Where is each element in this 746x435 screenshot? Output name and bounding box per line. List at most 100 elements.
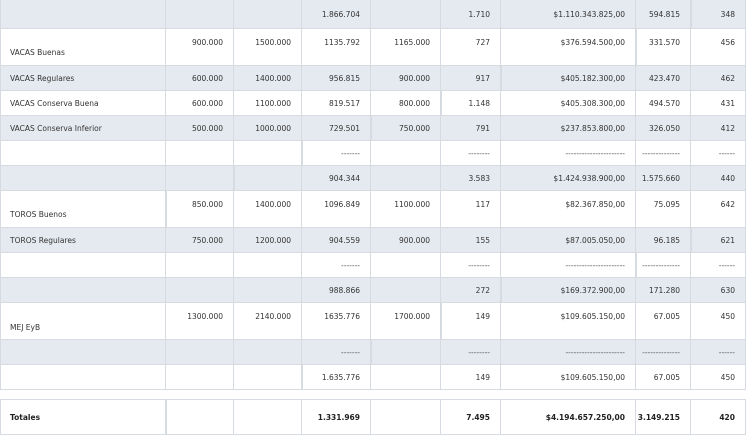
avg-weight-cell: 1135.792	[302, 29, 371, 66]
total-kg-cell: 326.050	[636, 116, 691, 141]
total-kg-cell: 96.185	[636, 228, 691, 253]
avg-weight-cell: -------	[302, 340, 371, 365]
ref-price-cell	[371, 400, 441, 435]
total-amount-cell: $109.605.150,00	[501, 365, 636, 390]
row-label: TOROS Buenos	[0, 191, 166, 228]
total-kg-cell: 67.005	[636, 365, 691, 390]
spacer-cell	[234, 390, 302, 400]
total-amount-cell: $1.110.343.825,00	[501, 0, 636, 29]
ref-price-cell	[371, 253, 441, 278]
total-amount-cell: $405.182.300,00	[501, 66, 636, 91]
total-amount-cell: $169.372.900,00	[501, 278, 636, 303]
total-kg-cell: --------------	[636, 340, 691, 365]
head-count-cell: 149	[441, 365, 501, 390]
total-kg-cell: 494.570	[636, 91, 691, 116]
avg-weight-cell: 819.517	[302, 91, 371, 116]
ref-price-cell	[371, 0, 441, 29]
avg-weight-cell: 1.866.704	[302, 0, 371, 29]
total-amount-cell: $4.194.657.250,00	[501, 400, 636, 435]
min-price-cell	[166, 141, 234, 166]
total-kg-cell: 331.570	[636, 29, 691, 66]
total-amount-cell: $82.367.850,00	[501, 191, 636, 228]
max-price-cell	[234, 365, 302, 390]
head-count-cell: 791	[441, 116, 501, 141]
min-price-cell	[166, 0, 234, 29]
avg-weight-cell: 1096.849	[302, 191, 371, 228]
ref-price-cell	[371, 365, 441, 390]
ref-price-cell: 1165.000	[371, 29, 441, 66]
total-amount-cell: $109.605.150,00	[501, 303, 636, 340]
total-kg-cell: 3.149.215	[636, 400, 691, 435]
spacer-cell	[636, 390, 691, 400]
max-price-cell: 1100.000	[234, 91, 302, 116]
total-amount-cell: $1.424.938.900,00	[501, 166, 636, 191]
head-count-cell: 117	[441, 191, 501, 228]
spacer-cell	[302, 390, 371, 400]
total-kg-cell: --------------	[636, 253, 691, 278]
max-price-cell: 1000.000	[234, 116, 302, 141]
row-label: VACAS Conserva Buena	[0, 91, 166, 116]
avg-weight-cell: 904.559	[302, 228, 371, 253]
total-amount-cell: $237.853.800,00	[501, 116, 636, 141]
spacer-cell	[501, 390, 636, 400]
head-count-cell: 727	[441, 29, 501, 66]
max-price-cell: 1400.000	[234, 191, 302, 228]
ref-price-cell	[371, 166, 441, 191]
row-label	[0, 340, 166, 365]
total-kg-cell: 67.005	[636, 303, 691, 340]
avg-kg-cell: 450	[691, 365, 746, 390]
min-price-cell	[166, 253, 234, 278]
total-kg-cell: 594.815	[636, 0, 691, 29]
ref-price-cell	[371, 141, 441, 166]
max-price-cell: 1400.000	[234, 66, 302, 91]
max-price-cell	[234, 340, 302, 365]
ref-price-cell: 1100.000	[371, 191, 441, 228]
head-count-cell: 917	[441, 66, 501, 91]
head-count-cell: 149	[441, 303, 501, 340]
avg-kg-cell: 440	[691, 166, 746, 191]
spacer-cell	[371, 390, 441, 400]
min-price-cell	[166, 340, 234, 365]
total-amount-cell: $405.308.300,00	[501, 91, 636, 116]
avg-weight-cell: -------	[302, 253, 371, 278]
avg-kg-cell: 412	[691, 116, 746, 141]
total-kg-cell: --------------	[636, 141, 691, 166]
avg-kg-cell: ------	[691, 141, 746, 166]
max-price-cell: 1500.000	[234, 29, 302, 66]
row-label	[0, 0, 166, 29]
avg-weight-cell: 1.635.776	[302, 365, 371, 390]
row-label	[0, 141, 166, 166]
head-count-cell: 155	[441, 228, 501, 253]
min-price-cell: 750.000	[166, 228, 234, 253]
avg-weight-cell: 904.344	[302, 166, 371, 191]
min-price-cell: 600.000	[166, 91, 234, 116]
head-count-cell: 272	[441, 278, 501, 303]
spacer-cell	[441, 390, 501, 400]
ref-price-cell: 750.000	[371, 116, 441, 141]
row-label	[0, 278, 166, 303]
spacer-cell	[691, 390, 746, 400]
ref-price-cell: 1700.000	[371, 303, 441, 340]
row-label: MEJ EyB	[0, 303, 166, 340]
max-price-cell: 2140.000	[234, 303, 302, 340]
head-count-cell: --------	[441, 141, 501, 166]
total-amount-cell: ----------------------	[501, 141, 636, 166]
avg-kg-cell: 630	[691, 278, 746, 303]
ref-price-cell	[371, 278, 441, 303]
max-price-cell	[234, 0, 302, 29]
avg-weight-cell: 956.815	[302, 66, 371, 91]
ref-price-cell: 900.000	[371, 66, 441, 91]
min-price-cell	[166, 278, 234, 303]
avg-weight-cell: 729.501	[302, 116, 371, 141]
total-kg-cell: 423.470	[636, 66, 691, 91]
avg-kg-cell: 462	[691, 66, 746, 91]
avg-kg-cell: ------	[691, 340, 746, 365]
row-label: VACAS Buenas	[0, 29, 166, 66]
max-price-cell	[234, 141, 302, 166]
total-kg-cell: 171.280	[636, 278, 691, 303]
max-price-cell	[234, 253, 302, 278]
avg-kg-cell: 420	[691, 400, 746, 435]
head-count-cell: --------	[441, 253, 501, 278]
ref-price-cell: 900.000	[371, 228, 441, 253]
avg-kg-cell: ------	[691, 253, 746, 278]
